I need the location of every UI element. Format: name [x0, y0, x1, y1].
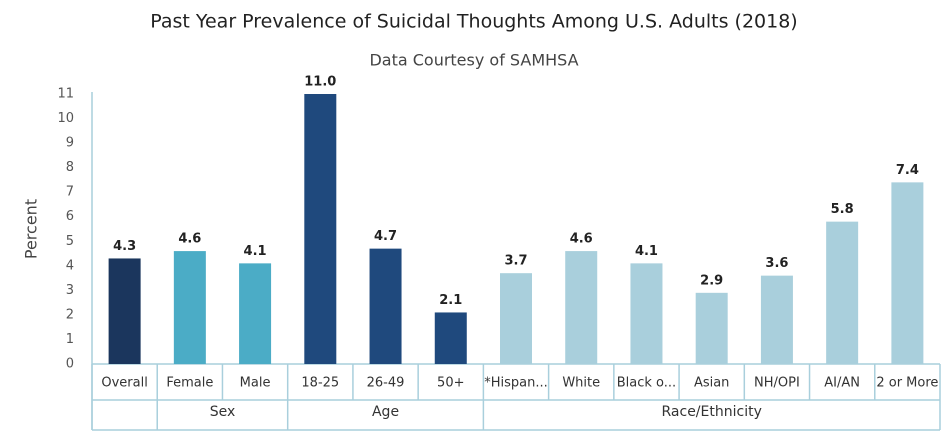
bar — [630, 263, 663, 364]
bar — [760, 275, 793, 364]
x-tick-label: Black o... — [617, 376, 676, 391]
value-label: 2.9 — [700, 273, 723, 288]
y-tick-label: 0 — [66, 357, 74, 372]
y-tick-label: 11 — [57, 87, 74, 102]
y-tick-label: 9 — [66, 136, 74, 151]
x-tick-label: 26-49 — [367, 376, 405, 391]
value-label: 3.7 — [504, 254, 527, 269]
x-tick-label: White — [562, 376, 600, 391]
bar — [695, 292, 728, 364]
value-label: 3.6 — [765, 256, 788, 271]
value-label: 7.4 — [896, 163, 919, 178]
bar — [173, 251, 206, 364]
y-tick-label: 4 — [66, 258, 74, 273]
x-tick-label: Asian — [694, 376, 729, 391]
value-label: 4.6 — [570, 232, 593, 247]
value-label: 11.0 — [304, 75, 336, 90]
x-tick-label: 18-25 — [301, 376, 339, 391]
x-tick-label: AI/AN — [824, 376, 860, 391]
y-tick-label: 6 — [66, 209, 74, 224]
y-tick-label: 2 — [66, 307, 74, 322]
y-tick-label: 3 — [66, 283, 74, 298]
group-label: Age — [372, 404, 399, 420]
bar — [500, 273, 532, 364]
bar — [369, 248, 402, 364]
value-label: 4.6 — [178, 232, 201, 247]
x-tick-label: 2 or More — [876, 376, 938, 391]
y-tick-label: 7 — [66, 185, 74, 200]
y-tick-label: 5 — [66, 234, 74, 249]
bar — [108, 258, 141, 364]
bar — [826, 221, 859, 364]
value-label: 4.1 — [635, 244, 658, 259]
bar — [891, 182, 924, 364]
y-tick-label: 1 — [66, 332, 74, 347]
group-label: Race/Ethnicity — [662, 404, 762, 420]
x-tick-label: Overall — [101, 376, 147, 391]
value-label: 4.3 — [113, 239, 136, 254]
group-label: Sex — [210, 404, 236, 420]
bar — [304, 94, 337, 364]
x-tick-label: NH/OPI — [754, 376, 800, 391]
value-label: 4.7 — [374, 229, 397, 244]
x-tick-label: Male — [240, 376, 271, 391]
value-label: 2.1 — [439, 293, 462, 308]
value-label: 5.8 — [831, 202, 854, 217]
chart-subtitle: Data Courtesy of SAMHSA — [369, 51, 578, 70]
chart-title: Past Year Prevalence of Suicidal Thought… — [150, 11, 797, 33]
x-tick-label: Female — [166, 376, 213, 391]
x-tick-label: *Hispan... — [484, 376, 548, 391]
x-tick-label: 50+ — [437, 376, 464, 391]
y-tick-label: 8 — [66, 160, 74, 175]
value-label: 4.1 — [244, 244, 267, 259]
bar — [239, 263, 272, 364]
bar — [565, 251, 598, 364]
y-axis-title: Percent — [22, 199, 41, 259]
bar — [434, 312, 467, 364]
y-tick-label: 10 — [57, 111, 74, 126]
